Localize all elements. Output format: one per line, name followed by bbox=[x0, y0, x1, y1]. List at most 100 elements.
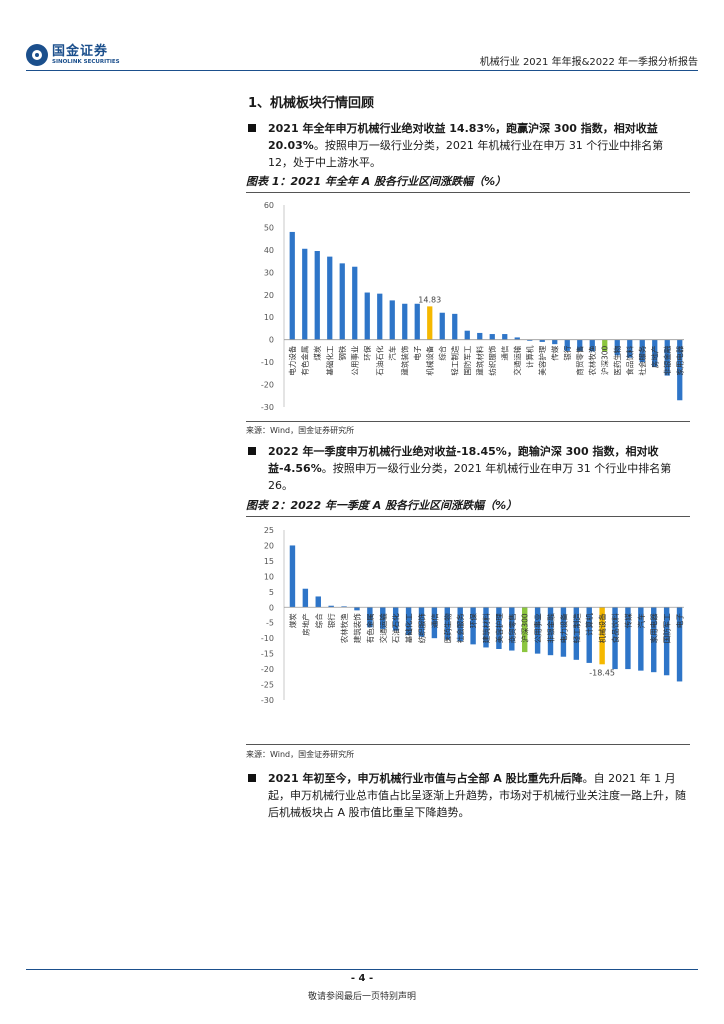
y-tick-label: -20 bbox=[261, 665, 274, 674]
bar-电子 bbox=[676, 607, 683, 682]
category-label: 社会服务 bbox=[455, 613, 465, 643]
header-divider bbox=[26, 70, 698, 71]
category-label: 电子 bbox=[412, 345, 422, 360]
figure-1-bottom-rule bbox=[246, 421, 690, 422]
category-label: 社会服务 bbox=[637, 345, 647, 375]
category-label: 食品饮料 bbox=[610, 613, 620, 643]
figure-1-source: 来源：Wind，国金证券研究所 bbox=[246, 426, 355, 435]
section-title: 1、机械板块行情回顾 bbox=[248, 96, 375, 111]
highlight-data-label: 14.83 bbox=[418, 295, 441, 304]
category-label: 国防军工 bbox=[662, 613, 672, 643]
y-tick-label: -15 bbox=[261, 650, 274, 659]
category-label: 医药生物 bbox=[612, 345, 622, 375]
category-label: 农林牧渔 bbox=[587, 345, 597, 375]
y-tick-label: -30 bbox=[261, 403, 274, 412]
category-label: 美容护理 bbox=[494, 613, 504, 643]
bar-纺织服饰 bbox=[489, 334, 495, 340]
y-tick-label: 10 bbox=[264, 313, 274, 322]
bar-食品饮料 bbox=[627, 339, 633, 358]
category-label: 有色金属 bbox=[300, 346, 310, 376]
bar-基础化工 bbox=[327, 256, 333, 340]
category-label: 电力设备 bbox=[558, 613, 568, 643]
category-label: 机械设备 bbox=[425, 345, 435, 375]
category-label: 纺织服饰 bbox=[416, 613, 426, 643]
bar-环保 bbox=[364, 292, 370, 340]
logo-en-text: SINOLINK SECURITIES bbox=[52, 58, 120, 65]
y-tick-label: 0 bbox=[269, 336, 274, 345]
logo-cn-text: 国金证券 bbox=[52, 43, 109, 59]
figure-2-bottom-rule bbox=[246, 744, 690, 745]
category-label: 农林牧渔 bbox=[339, 613, 349, 643]
category-label: 沪深300 bbox=[520, 613, 530, 643]
bar-有色金属 bbox=[302, 248, 308, 340]
bar-环保 bbox=[470, 607, 476, 645]
y-tick-label: 30 bbox=[264, 268, 274, 277]
y-tick-label: 0 bbox=[269, 603, 274, 612]
bar-公用事业 bbox=[534, 607, 541, 654]
bar-农林牧渔 bbox=[589, 339, 595, 352]
bar-计算机 bbox=[527, 339, 533, 341]
bar-银行 bbox=[328, 605, 334, 608]
footer-divider bbox=[26, 969, 698, 970]
y-tick-label: 5 bbox=[269, 588, 274, 597]
figure-1-bar-chart: 60 50 40 30 20 10 0 -10 -20 -30 电力设备 有色金属 煤炭 基础化工 钢铁 公用… bbox=[261, 201, 685, 412]
bar-汽车 bbox=[638, 607, 644, 671]
company-logo: 国金证券 SINOLINK SECURITIES bbox=[26, 40, 120, 70]
category-label: 商贸零售 bbox=[507, 613, 517, 643]
category-label: 非银金融 bbox=[662, 345, 672, 375]
category-label: 建筑材料 bbox=[475, 345, 485, 375]
category-label: 煤炭 bbox=[312, 345, 322, 360]
bar-食品饮料 bbox=[612, 607, 618, 670]
bar-通信 bbox=[502, 334, 508, 340]
category-label: 环保 bbox=[363, 345, 372, 360]
bar-综合 bbox=[315, 596, 321, 608]
category-label: 通信 bbox=[429, 613, 439, 628]
y-tick-label: -30 bbox=[261, 696, 274, 705]
category-label: 综合 bbox=[437, 345, 447, 360]
category-label: 煤炭 bbox=[287, 613, 297, 628]
y-tick-label: 20 bbox=[264, 291, 274, 300]
y-tick-label: -10 bbox=[261, 358, 274, 367]
y-tick-label: 10 bbox=[264, 572, 274, 581]
bar-商贸零售 bbox=[509, 607, 515, 651]
bar-社会服务 bbox=[457, 607, 463, 642]
bar-石油石化 bbox=[392, 607, 399, 631]
bar-电力设备 bbox=[560, 607, 567, 657]
category-label: 商贸零售 bbox=[575, 346, 585, 376]
category-label: 汽车 bbox=[636, 613, 646, 628]
category-label: 传媒 bbox=[550, 345, 560, 360]
bar-煤炭 bbox=[289, 545, 296, 608]
bar-银行 bbox=[564, 339, 570, 351]
category-label: 汽车 bbox=[387, 345, 397, 360]
category-label: 电力设备 bbox=[287, 345, 297, 375]
bar-建筑材料 bbox=[483, 607, 489, 648]
bar-沪深300 bbox=[602, 339, 608, 352]
category-label: 纺织服饰 bbox=[487, 345, 497, 375]
figure-2-source: 来源：Wind，国金证券研究所 bbox=[246, 750, 355, 759]
bar-公用事业 bbox=[352, 266, 358, 340]
category-label: 医药生物 bbox=[442, 613, 452, 643]
bar-石油石化 bbox=[377, 293, 383, 340]
category-label: 房地产 bbox=[650, 346, 660, 369]
category-label: 电子 bbox=[675, 613, 685, 628]
bar-建筑材料 bbox=[477, 332, 483, 340]
y-tick-label: -5 bbox=[266, 619, 274, 628]
bar-机械设备 bbox=[599, 607, 605, 665]
bar-基础化工 bbox=[405, 607, 412, 636]
bar-传媒 bbox=[625, 607, 631, 670]
bar-非银金融 bbox=[547, 607, 554, 656]
bar-钢铁 bbox=[339, 263, 345, 340]
bar-轻工制造 bbox=[452, 313, 458, 340]
bar-商贸零售 bbox=[577, 339, 583, 351]
category-label: 通信 bbox=[500, 345, 510, 360]
bar-美容护理 bbox=[539, 339, 545, 342]
bar-机械设备 bbox=[427, 306, 433, 340]
category-label: 轻工制造 bbox=[571, 613, 581, 643]
document-title: 机械行业 2021 年年报&2022 年一季报分析报告 bbox=[479, 57, 698, 68]
y-tick-label: -20 bbox=[261, 381, 274, 390]
category-label: 美容护理 bbox=[537, 345, 547, 375]
bar-家用电器 bbox=[651, 607, 657, 673]
category-label: 公用事业 bbox=[533, 613, 543, 643]
y-tick-label: 15 bbox=[264, 557, 274, 566]
category-label: 钢铁 bbox=[337, 345, 347, 360]
